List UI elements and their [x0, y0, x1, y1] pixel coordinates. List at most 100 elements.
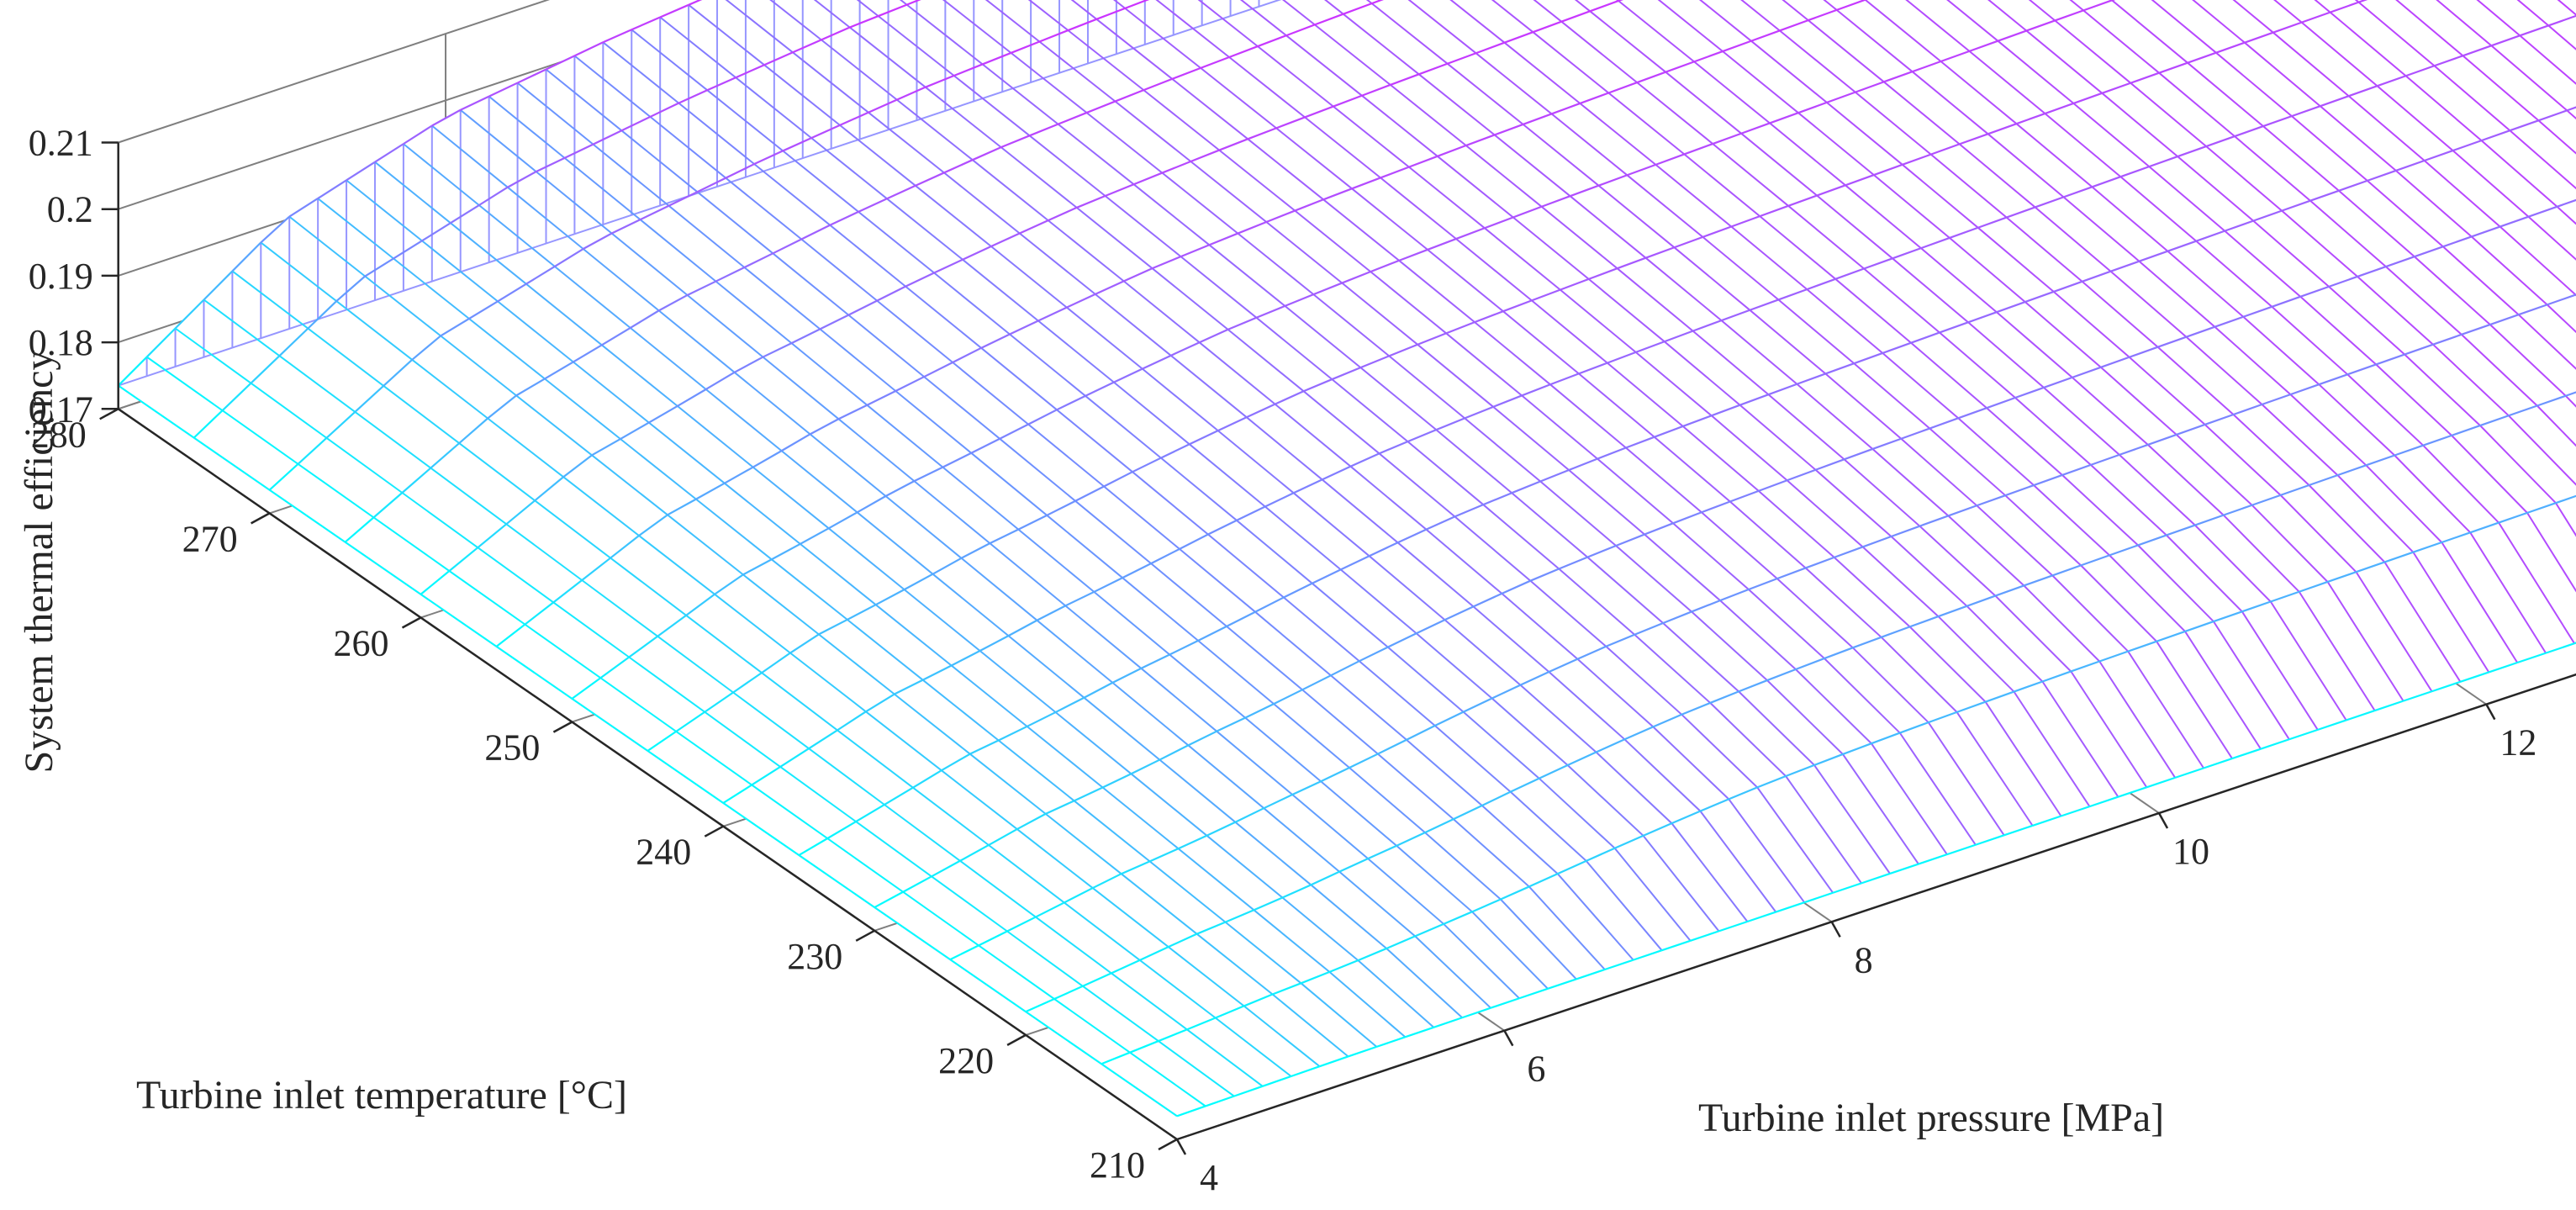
mesh-line	[704, 691, 734, 713]
mesh-line	[2291, 105, 2321, 118]
mesh-line	[1367, 844, 1397, 860]
z-axis-label: System thermal efficiency	[17, 351, 61, 774]
mesh-line	[1912, 60, 1941, 73]
mesh-line	[193, 409, 224, 439]
mesh-line	[1121, 860, 1151, 875]
mesh-line	[923, 361, 953, 378]
mesh-line	[2555, 494, 2576, 505]
mesh-line	[1568, 457, 1598, 472]
mesh-line	[706, 77, 736, 92]
mesh-line	[1500, 885, 1530, 901]
mesh-line	[688, 0, 703, 6]
mesh-line	[1959, 133, 1988, 145]
mesh-line	[885, 480, 915, 497]
mesh-line	[354, 385, 385, 413]
mesh-line	[2526, 502, 2557, 514]
mesh-line	[1939, 321, 1969, 334]
mesh-line	[1275, 116, 1306, 129]
mesh-line	[1758, 479, 1788, 492]
mesh-line	[1190, 149, 1220, 163]
mesh-line	[1597, 446, 1627, 460]
mesh-line	[1803, 891, 1834, 904]
mesh-line	[2356, 561, 2385, 573]
mesh-line	[260, 215, 290, 244]
mesh-line	[2186, 325, 2215, 338]
mesh-line	[1435, 417, 1465, 431]
mesh-line	[2461, 323, 2491, 336]
mesh-line	[2110, 260, 2140, 272]
back-grid-line	[118, 0, 551, 144]
mesh-line	[2367, 169, 2397, 182]
mesh-line	[1067, 18, 1097, 32]
mesh-line	[250, 355, 281, 384]
mesh-line	[1029, 123, 1058, 137]
mesh-line	[895, 376, 925, 392]
mesh-line	[2262, 394, 2291, 406]
mesh-line	[865, 693, 895, 713]
mesh-line	[1967, 311, 1998, 324]
mesh-line	[1359, 355, 1390, 369]
mesh-line	[1836, 0, 1866, 11]
mesh-line	[2327, 571, 2357, 584]
mesh-line	[1275, 390, 1304, 405]
mesh-line	[1728, 786, 1758, 801]
mesh-line	[1665, 61, 1695, 73]
mesh-line	[781, 433, 811, 452]
mesh-line	[2024, 290, 2055, 304]
mesh-line	[1824, 647, 1854, 660]
mesh-line	[1303, 378, 1333, 393]
mesh-line	[1940, 50, 1970, 63]
mesh-line	[554, 248, 584, 267]
mesh-line	[779, 748, 810, 768]
mesh-line	[979, 635, 1010, 652]
mesh-line	[1244, 703, 1275, 719]
mesh-line	[951, 650, 981, 667]
mesh-line	[145, 327, 177, 358]
mesh-line	[372, 492, 404, 519]
mesh-line	[1910, 331, 1940, 344]
mesh-line	[1693, 50, 1723, 63]
mesh-line	[1179, 533, 1209, 550]
mesh-line	[1946, 843, 1977, 856]
mesh-line	[1319, 1055, 1349, 1068]
mesh-line	[1370, 259, 1400, 273]
mesh-line	[915, 172, 945, 187]
mesh-line	[1152, 256, 1181, 270]
mesh-line	[1291, 1065, 1320, 1078]
mesh-line	[798, 837, 828, 856]
mesh-line	[1465, 134, 1496, 147]
mesh-line	[647, 730, 677, 752]
mesh-line	[1518, 987, 1549, 1000]
mesh-line	[2166, 524, 2196, 536]
mesh-line	[611, 219, 641, 235]
mesh-line	[1589, 0, 1619, 13]
mesh-line	[1474, 310, 1504, 324]
mesh-line	[1396, 832, 1426, 847]
mesh-line	[2120, 166, 2150, 178]
mesh-line	[1844, 447, 1873, 461]
mesh-line	[401, 467, 432, 494]
mesh-line	[1256, 304, 1285, 319]
mesh-line	[1103, 471, 1133, 488]
mesh-line	[715, 267, 745, 283]
mesh-line	[1832, 882, 1862, 894]
mesh-line	[591, 438, 621, 457]
mesh-line	[2510, 119, 2539, 132]
mesh-line	[2213, 610, 2243, 623]
y-tick-label: 230	[787, 936, 842, 977]
mesh-line	[1341, 271, 1371, 284]
mesh-line	[1111, 959, 1141, 975]
mesh-line	[980, 333, 1011, 349]
x-axis-label: Turbine inlet pressure [MPa]	[1698, 1096, 2164, 1140]
mesh-line	[2033, 473, 2063, 487]
mesh-line	[421, 222, 451, 242]
mesh-line	[2516, 652, 2547, 664]
mesh-line	[1082, 972, 1112, 987]
back-grid-line	[118, 0, 751, 210]
mesh-line	[2203, 758, 2233, 769]
mesh-line	[1330, 660, 1360, 677]
mesh-line	[1045, 800, 1075, 815]
mesh-line	[1883, 71, 1914, 83]
mesh-line	[2139, 250, 2168, 262]
